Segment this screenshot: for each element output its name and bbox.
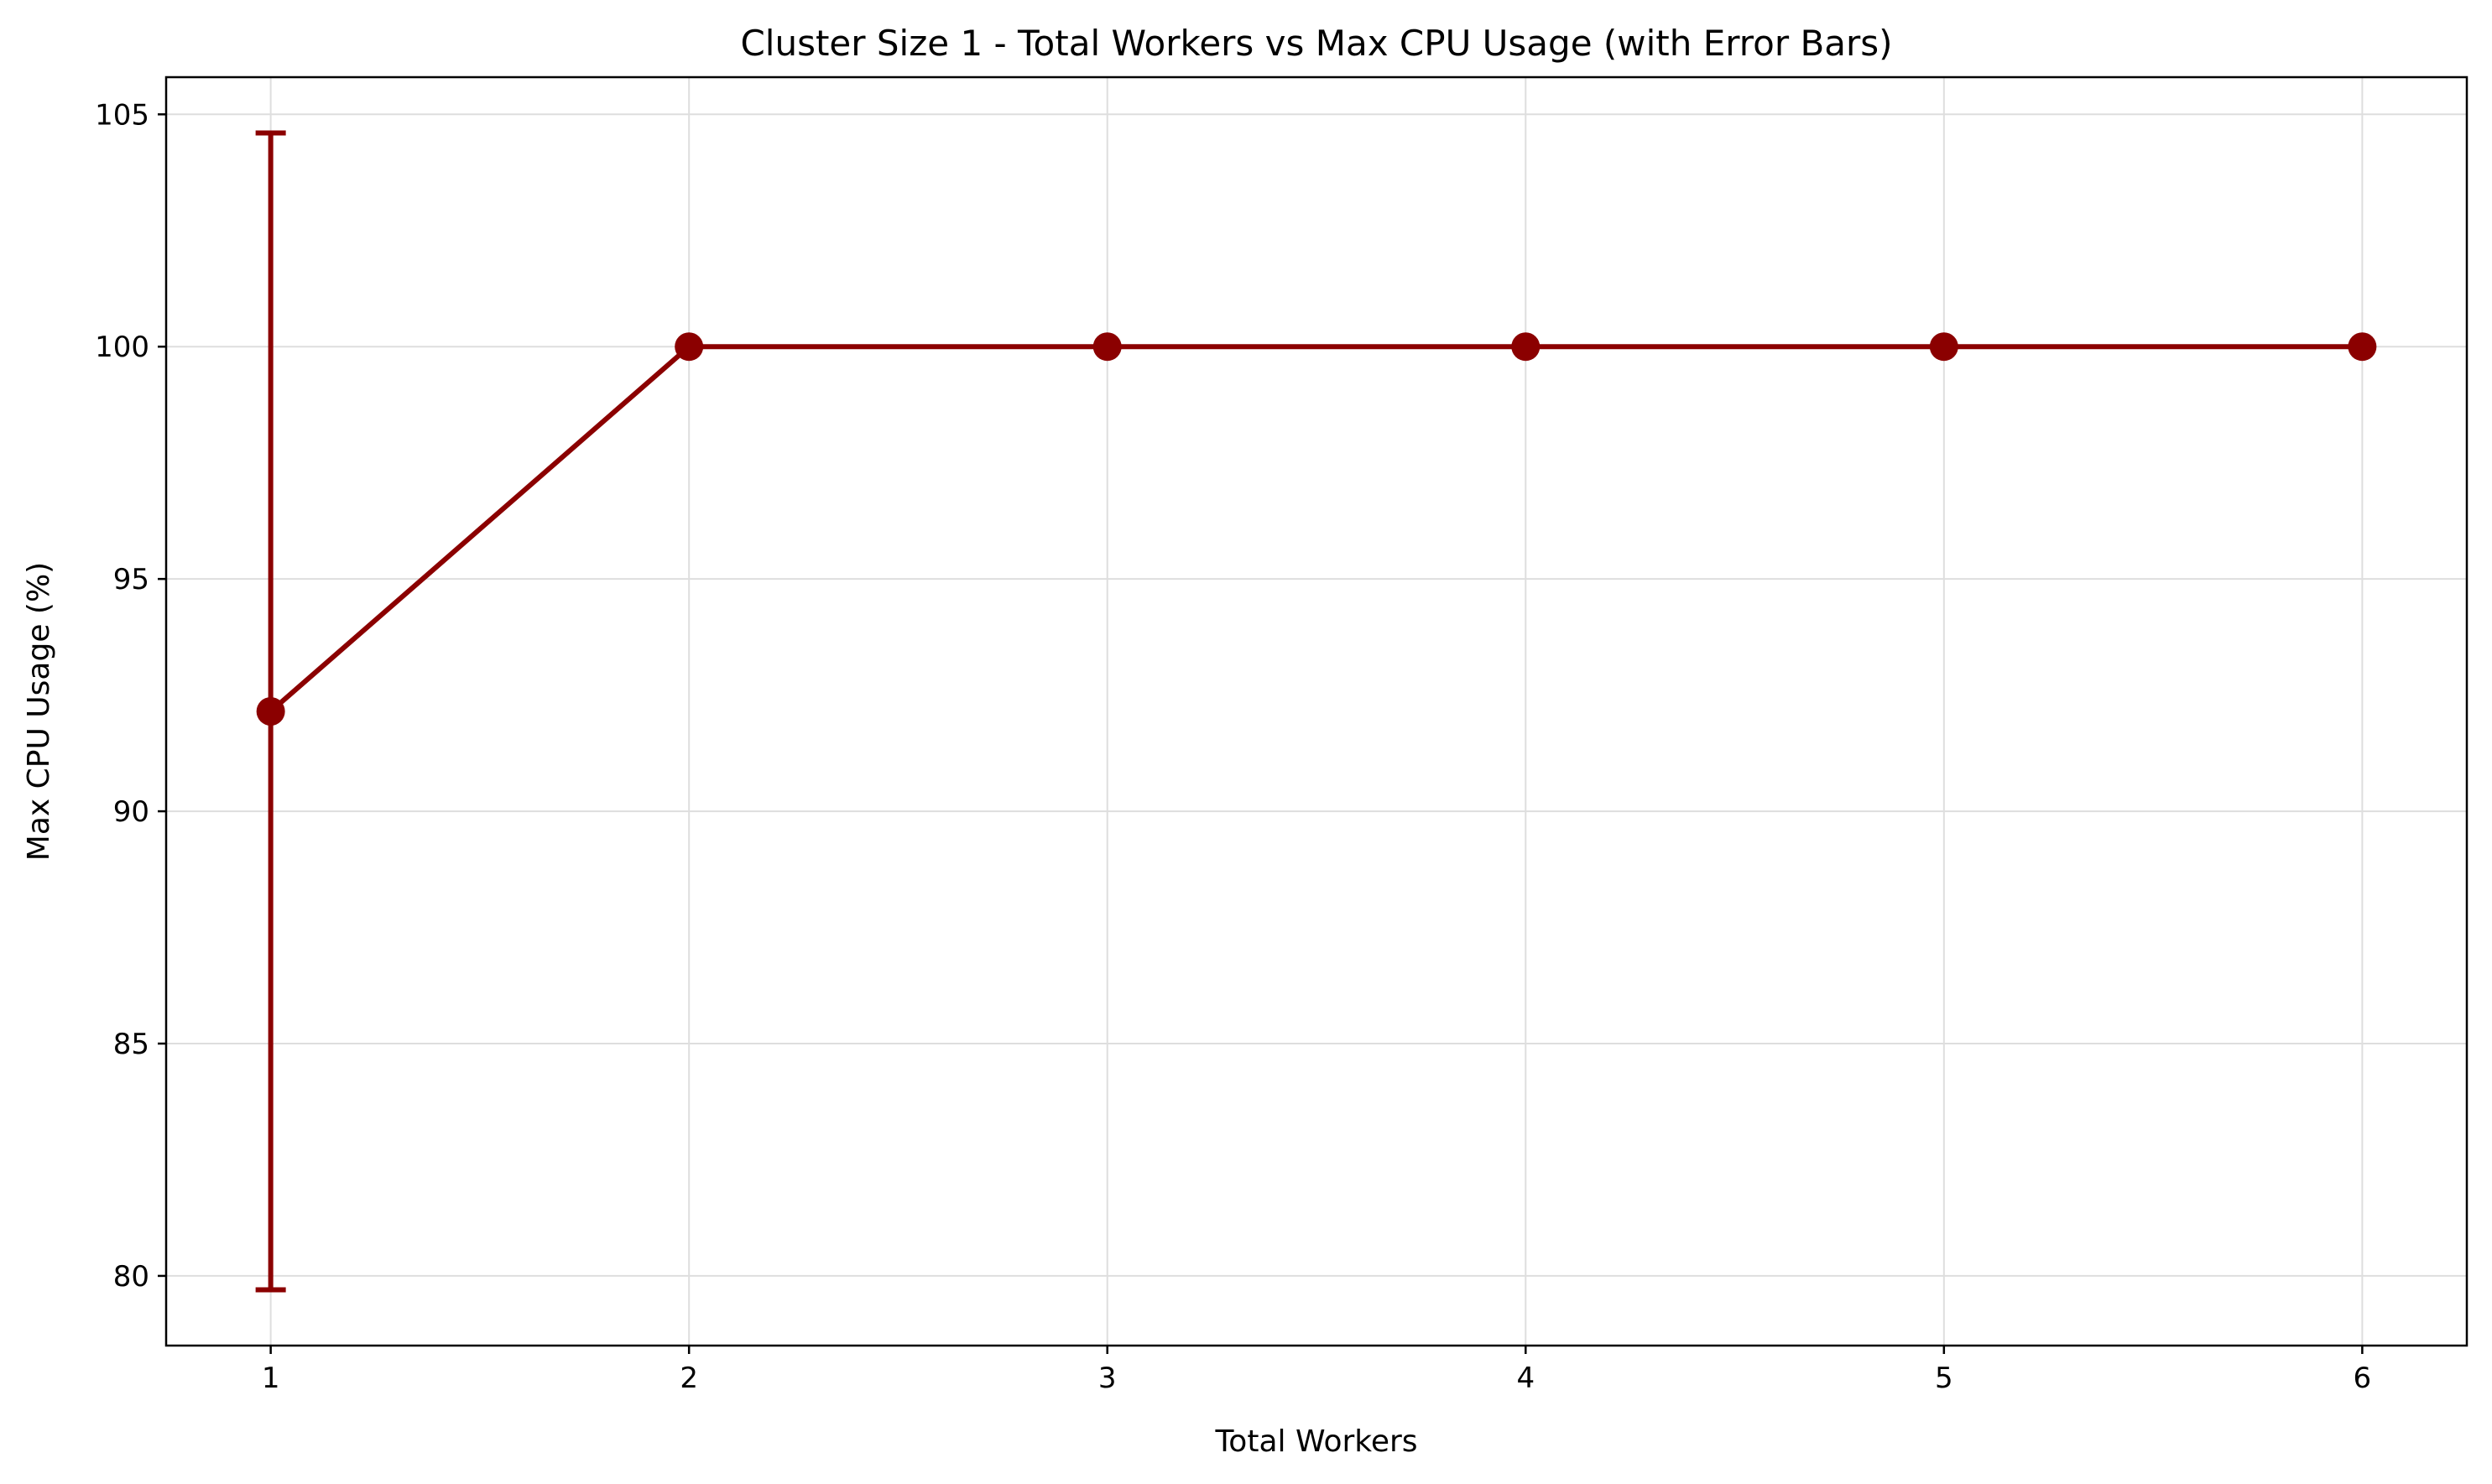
y-tick-label: 105 <box>95 98 149 132</box>
grid-layer <box>166 77 2467 1346</box>
x-tick-label: 3 <box>1098 1362 1117 1395</box>
tick-layer: 1 2 3 4 5 6 80 85 90 95 100 105 <box>95 98 2371 1395</box>
data-point <box>256 697 285 726</box>
x-tick-label: 1 <box>262 1362 280 1395</box>
y-tick-label: 95 <box>113 563 149 596</box>
chart-title: Cluster Size 1 - Total Workers vs Max CP… <box>740 23 1892 64</box>
data-point <box>2348 332 2377 362</box>
data-point <box>675 332 704 362</box>
data-point <box>1092 332 1122 362</box>
series-line <box>268 344 2363 714</box>
data-point <box>1511 332 1541 362</box>
x-tick-label: 5 <box>1935 1362 1953 1395</box>
x-tick-label: 4 <box>1516 1362 1535 1395</box>
data-point <box>1929 332 1958 362</box>
y-tick-label: 100 <box>95 331 149 364</box>
x-tick-label: 2 <box>680 1362 698 1395</box>
y-tick-label: 90 <box>113 795 149 829</box>
series-layer <box>255 130 2377 1293</box>
y-tick-label: 85 <box>113 1028 149 1061</box>
plot-frame <box>164 76 2469 1347</box>
x-axis-label: Total Workers <box>1214 1424 1417 1459</box>
y-tick-label: 80 <box>113 1260 149 1294</box>
y-axis-label: Max CPU Usage (%) <box>22 562 56 861</box>
x-tick-label: 6 <box>2354 1362 2372 1395</box>
